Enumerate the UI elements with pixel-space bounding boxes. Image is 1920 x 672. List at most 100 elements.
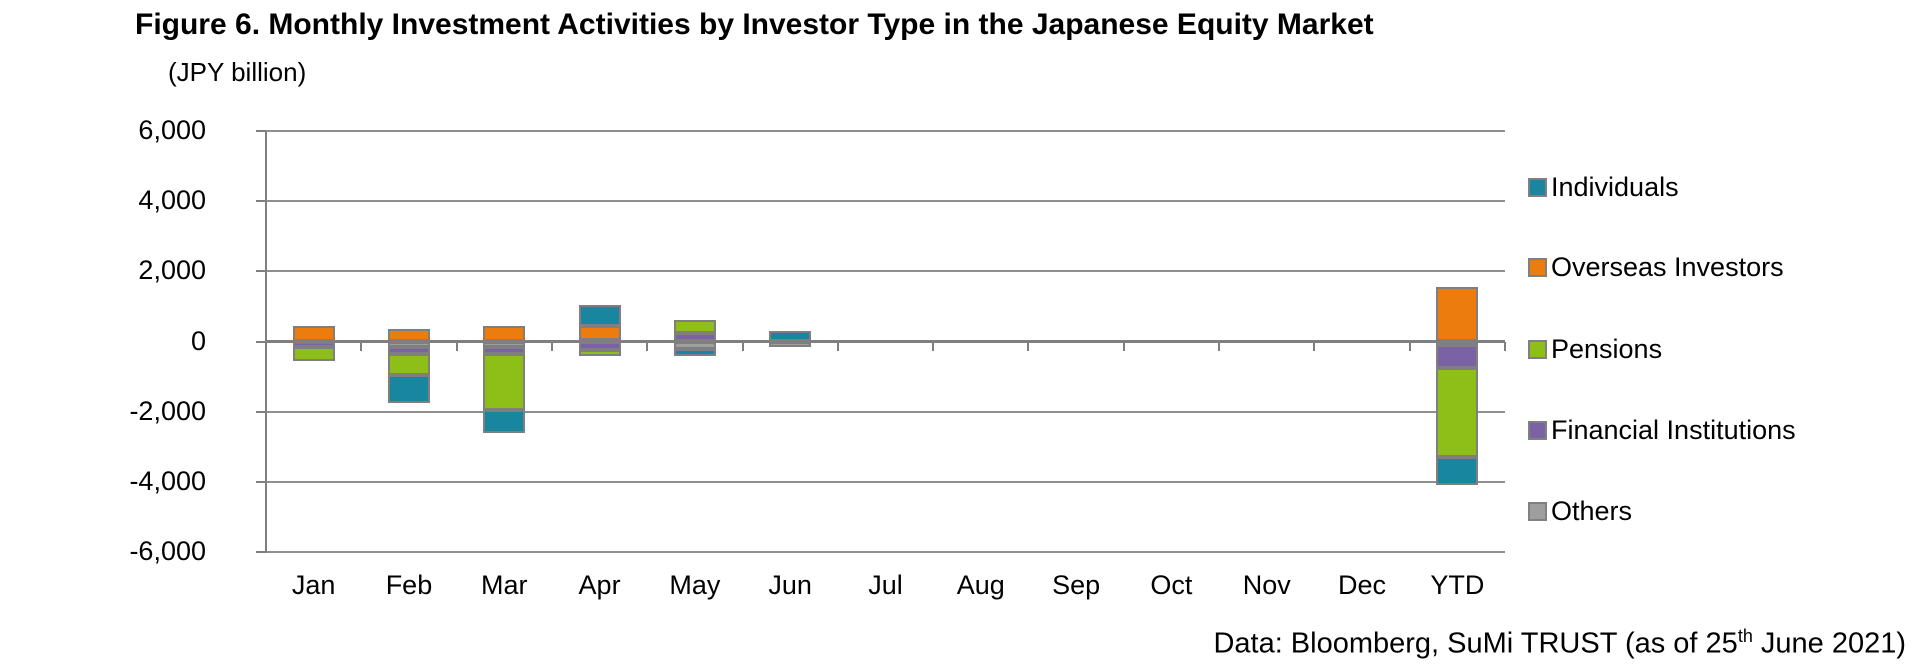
x-axis-label: Aug xyxy=(956,570,1005,600)
y-axis-tick-label: -6,000 xyxy=(129,536,206,566)
legend-swatch-icon xyxy=(1528,340,1547,359)
legend-label: Individuals xyxy=(1551,172,1679,202)
x-axis-label: YTD xyxy=(1430,570,1485,600)
bar-segment-feb-financial-institutions xyxy=(387,346,430,354)
bar-segment-ytd-overseas-investors xyxy=(1436,287,1479,342)
bar-segment-apr-pensions xyxy=(578,350,621,356)
y-axis-tick xyxy=(256,200,266,203)
legend-swatch-icon xyxy=(1528,502,1547,521)
x-axis-label: Dec xyxy=(1338,570,1387,600)
x-axis-tick xyxy=(1218,341,1221,351)
x-axis-tick xyxy=(646,341,649,351)
y-axis-tick xyxy=(256,551,266,553)
y-axis-tick xyxy=(256,410,266,413)
x-axis-label: Sep xyxy=(1052,570,1101,600)
legend-item-pensions: Pensions xyxy=(1528,334,1662,365)
legend-swatch-icon xyxy=(1528,178,1547,197)
x-axis-label: Jul xyxy=(868,570,903,600)
x-axis-tick xyxy=(1504,341,1506,351)
grid-line xyxy=(266,480,1505,483)
bar-segment-feb-pensions xyxy=(387,353,430,375)
y-axis-tick-label: 0 xyxy=(190,325,206,356)
bar-segment-ytd-others xyxy=(1436,341,1479,346)
x-axis-label: Nov xyxy=(1242,570,1291,600)
y-axis-tick-label: -4,000 xyxy=(129,465,206,496)
x-axis-tick xyxy=(1122,341,1125,351)
bar-segment-mar-overseas-investors xyxy=(483,325,526,342)
legend-item-overseas-investors: Overseas Investors xyxy=(1528,252,1784,283)
data-source-note: Data: Bloomberg, SuMi TRUST (as of 25th … xyxy=(1213,626,1906,661)
bar-segment-mar-individuals xyxy=(483,409,526,433)
bar-segment-ytd-financial-institutions xyxy=(1436,345,1479,368)
legend-swatch-icon xyxy=(1528,421,1547,440)
bar-segment-jun-others xyxy=(769,341,812,347)
legend-label: Overseas Investors xyxy=(1551,252,1784,282)
x-axis-tick xyxy=(455,341,458,351)
bar-segment-jan-overseas-investors xyxy=(292,325,335,342)
y-axis-tick xyxy=(256,480,266,483)
y-axis-tick xyxy=(256,340,266,343)
legend-label: Financial Institutions xyxy=(1551,415,1796,445)
bar-segment-ytd-pensions xyxy=(1436,367,1479,458)
y-axis-unit-label: (JPY billion) xyxy=(168,57,307,87)
x-axis-tick xyxy=(1027,341,1030,351)
bar-segment-jan-pensions xyxy=(292,346,335,361)
y-axis-tick xyxy=(256,130,266,132)
x-axis-tick xyxy=(550,341,553,351)
y-axis-tick-label: -2,000 xyxy=(129,395,206,426)
bar-segment-feb-others xyxy=(387,341,430,347)
legend-label: Pensions xyxy=(1551,334,1663,364)
y-axis-tick-label: 4,000 xyxy=(138,185,206,216)
x-axis-tick xyxy=(1408,341,1411,351)
bar-segment-apr-overseas-investors xyxy=(578,325,621,340)
bar-segment-feb-overseas-investors xyxy=(387,329,430,342)
x-axis-label: Jun xyxy=(768,570,812,600)
legend-item-individuals: Individuals xyxy=(1528,172,1679,203)
bar-segment-jun-individuals xyxy=(769,330,812,342)
bar-segment-apr-financial-institutions xyxy=(578,341,621,351)
x-axis-tick xyxy=(1313,341,1316,351)
bar-segment-ytd-individuals xyxy=(1436,457,1479,486)
bar-segment-mar-financial-institutions xyxy=(483,346,526,354)
x-axis-tick xyxy=(741,341,744,351)
x-axis-label: Feb xyxy=(385,570,433,600)
bar-segment-jan-financial-institutions xyxy=(292,341,335,347)
data-source-note-superscript: th xyxy=(1737,626,1753,646)
x-axis-label: Apr xyxy=(578,570,621,600)
chart-title: Figure 6. Monthly Investment Activities … xyxy=(135,8,1374,41)
y-axis-tick-label: 2,000 xyxy=(138,255,206,286)
legend-label: Others xyxy=(1551,496,1633,526)
legend-swatch-icon xyxy=(1528,258,1547,277)
bar-segment-may-pensions xyxy=(673,320,716,333)
grid-line xyxy=(266,551,1505,553)
x-axis-tick xyxy=(932,341,935,351)
y-axis-tick-label: 6,000 xyxy=(138,115,206,145)
y-axis-tick xyxy=(256,270,266,273)
bar-segment-mar-pensions xyxy=(483,353,526,410)
legend-item-others: Others xyxy=(1528,496,1632,527)
bar-segment-mar-others xyxy=(483,341,526,347)
x-axis-tick xyxy=(360,341,363,351)
bar-segment-may-individuals xyxy=(673,348,716,356)
x-axis-tick xyxy=(265,341,267,351)
grid-line xyxy=(266,410,1505,413)
legend-item-financial-institutions: Financial Institutions xyxy=(1528,415,1796,446)
legend: Individuals Overseas Investors Pensions Fin… xyxy=(1528,0,1918,672)
bar-segment-may-others xyxy=(673,341,716,349)
data-source-note-suffix: June 2021) xyxy=(1752,627,1906,660)
grid-line xyxy=(266,200,1505,203)
grid-line xyxy=(266,130,1505,132)
x-axis-label: Oct xyxy=(1150,570,1193,600)
x-axis-zero-line xyxy=(266,340,1505,343)
x-axis-label: Jan xyxy=(291,570,336,600)
bar-segment-feb-individuals xyxy=(387,374,430,403)
grid-line xyxy=(266,270,1505,273)
bar-segment-apr-individuals xyxy=(578,304,621,326)
data-source-note-prefix: Data: Bloomberg, SuMi TRUST (as of 25 xyxy=(1213,627,1738,660)
x-axis-label: Mar xyxy=(481,570,528,600)
x-axis-tick xyxy=(836,341,839,351)
x-axis-label: May xyxy=(669,570,721,600)
bar-segment-may-financial-institutions xyxy=(673,332,716,342)
